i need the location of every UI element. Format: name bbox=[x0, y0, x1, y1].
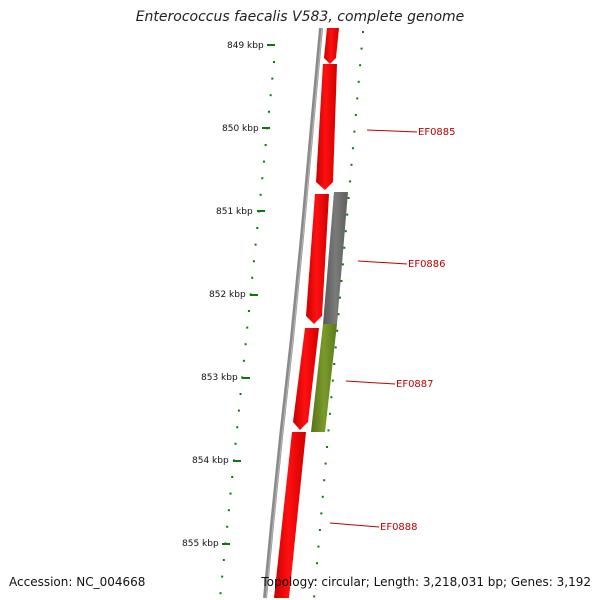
tick-label: 851 kbp bbox=[216, 207, 253, 217]
tick-label: 852 kbp bbox=[209, 290, 246, 300]
gene-label-leader bbox=[329, 522, 380, 528]
cds-feature bbox=[324, 28, 339, 64]
gene-label: EF0887 bbox=[396, 379, 434, 390]
cds-feature bbox=[293, 328, 319, 430]
tick-label: 850 kbp bbox=[222, 124, 259, 134]
gene-label: EF0886 bbox=[408, 259, 446, 270]
gene-label-leader bbox=[366, 129, 418, 133]
gene-label-leader bbox=[357, 260, 408, 265]
kbp-tick-group: 849 kbp 850 kbp 851 kbp 852 kbp 853 kbp … bbox=[182, 41, 275, 549]
accession-text: Accession: NC_004668 bbox=[9, 575, 146, 589]
gene-label-leader bbox=[345, 380, 396, 385]
tick-label: 854 kbp bbox=[192, 456, 229, 466]
tick-label: 855 kbp bbox=[182, 539, 219, 549]
minor-tick-group-left bbox=[219, 61, 275, 595]
backbone-line bbox=[263, 27, 323, 599]
backbone-line-highlight bbox=[265, 27, 323, 599]
cds-feature bbox=[316, 64, 337, 190]
rrna-feature bbox=[311, 324, 337, 432]
tick-label: 849 kbp bbox=[227, 41, 264, 51]
gene-feature bbox=[323, 192, 348, 324]
topology-summary: Topology: circular; Length: 3,218,031 bp… bbox=[261, 575, 591, 589]
map-title: Enterococcus faecalis V583, complete gen… bbox=[135, 9, 465, 25]
minor-tick-group-right bbox=[313, 31, 364, 598]
cds-feature bbox=[306, 194, 329, 324]
gene-label: EF0888 bbox=[380, 522, 418, 533]
tick-label: 853 kbp bbox=[201, 373, 238, 383]
cds-feature bbox=[274, 432, 306, 598]
gene-label: EF0885 bbox=[418, 127, 456, 138]
